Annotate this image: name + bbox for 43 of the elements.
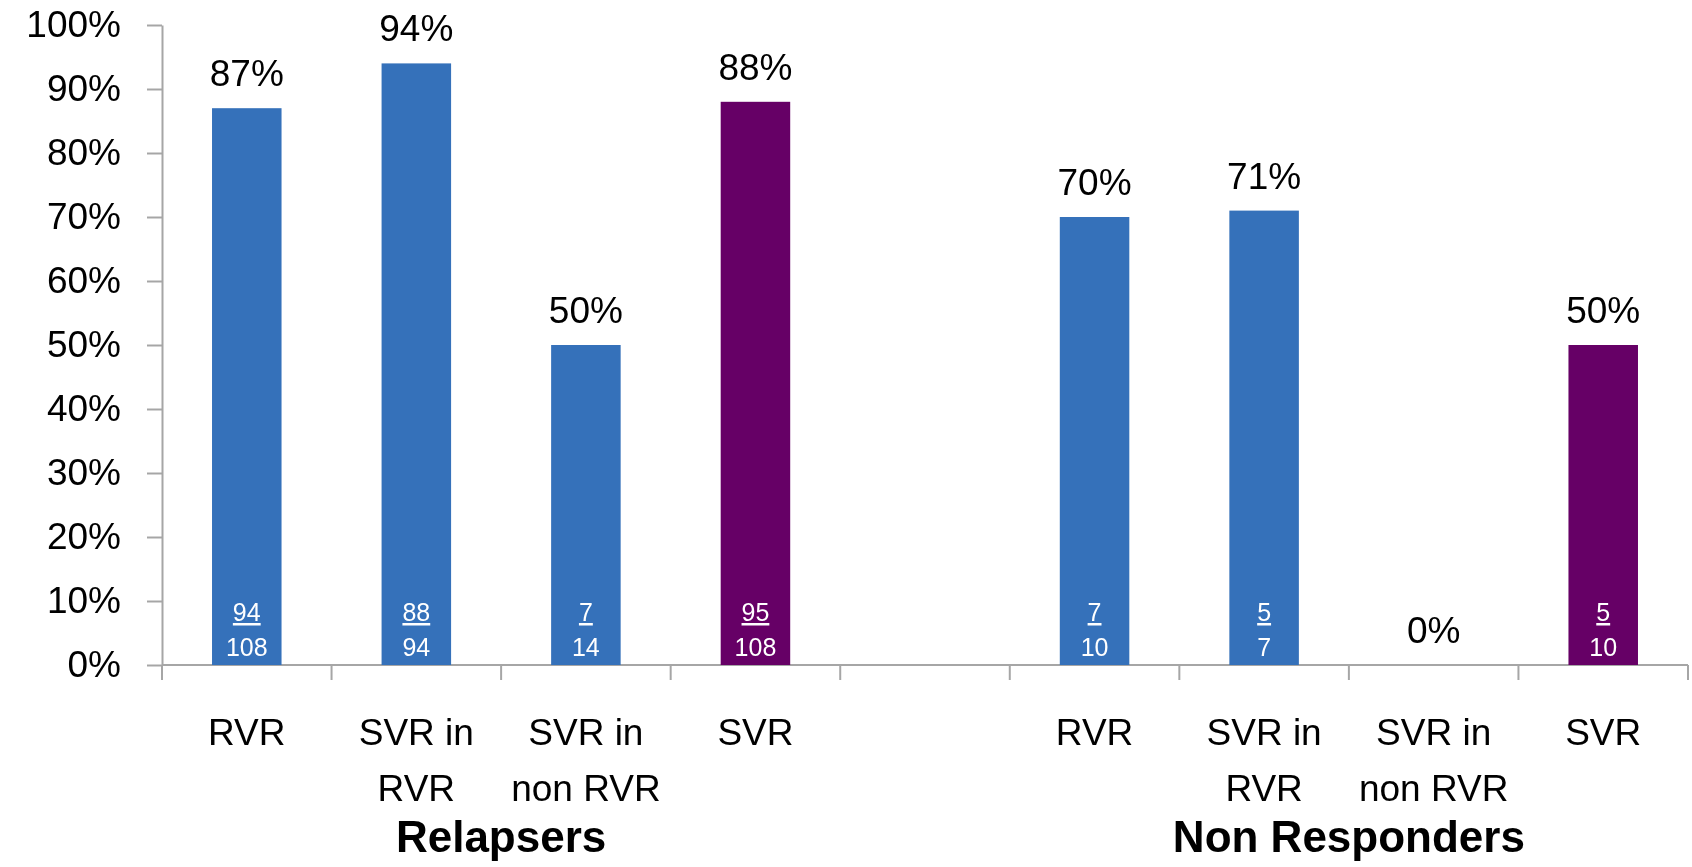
annotation: 5 7 <box>1257 598 1272 661</box>
annotation: 95 108 <box>734 598 777 661</box>
x-tick-label: RVR <box>208 712 286 753</box>
y-tick-label: 70% <box>46 196 121 238</box>
x-tick-label: SVR in non RVR <box>1358 712 1509 809</box>
bar <box>720 101 791 665</box>
text: Relapsers <box>395 812 607 861</box>
bar <box>212 108 282 665</box>
x-tick-label: SVR in non RVR <box>511 712 661 809</box>
annotation: 7 10 <box>1080 598 1109 661</box>
data-label: 50% <box>548 290 623 331</box>
x-tick-label: SVR <box>1565 712 1642 753</box>
annotation: 5 10 <box>1589 598 1618 661</box>
text: Non Responders <box>1172 812 1525 861</box>
y-tick-label: 90% <box>46 68 121 110</box>
data-label: 94% <box>379 8 454 50</box>
data-label: 88% <box>718 46 793 88</box>
bar <box>1229 210 1299 665</box>
data-label: 71% <box>1227 155 1302 197</box>
y-tick-label: 40% <box>46 388 121 430</box>
x-tick-label: SVR in RVR <box>1206 712 1322 809</box>
x-tick-label: SVR in RVR <box>358 712 474 809</box>
annotation: 7 14 <box>571 598 600 661</box>
x-tick-label: RVR <box>1055 712 1134 753</box>
y-tick-label: 50% <box>46 324 121 366</box>
y-tick-label: 0% <box>67 644 121 686</box>
annotation: 88 94 <box>402 598 431 661</box>
y-tick-label: 80% <box>46 132 121 174</box>
y-tick-label: 30% <box>46 452 121 494</box>
y-tick-label: 100% <box>26 4 121 46</box>
data-label: 0% <box>1406 610 1461 651</box>
bar <box>1059 217 1130 665</box>
data-label: 87% <box>209 53 284 95</box>
data-label: 70% <box>1057 162 1132 203</box>
y-tick-label: 60% <box>46 260 121 302</box>
bar <box>551 345 621 665</box>
x-tick-label: SVR <box>717 712 794 753</box>
data-label: 50% <box>1566 290 1641 331</box>
bar <box>381 63 452 665</box>
y-tick-label: 10% <box>46 580 121 622</box>
y-tick-label: 20% <box>46 516 121 558</box>
bar <box>1568 345 1638 665</box>
annotation: 94 108 <box>225 598 268 661</box>
